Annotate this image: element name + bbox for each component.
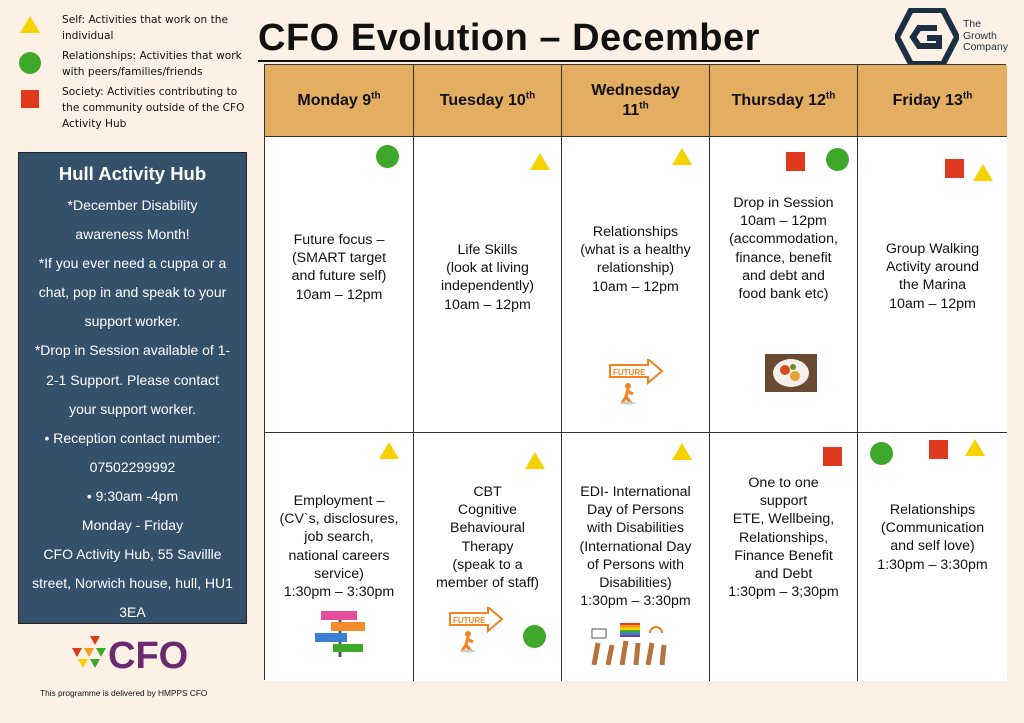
footer-note: This programme is delivered by HMPPS CFO	[40, 688, 208, 698]
afternoon-monday: Employment – (CV`s, disclosures, job sea…	[265, 433, 414, 681]
activity-text: Life Skills (look at living independentl…	[440, 242, 535, 313]
red-square-icon	[21, 90, 39, 108]
activity-text: Relationships (what is a healthy relatio…	[580, 224, 691, 295]
activity-text: Drop in Session 10am – 12pm (accommodati…	[729, 195, 838, 303]
activity-text: One to one support ETE, Wellbeing, Relat…	[728, 475, 839, 601]
legend-society-text: Society: Activities contributing to the …	[62, 86, 245, 130]
legend-self-text: Self: Activities that work on the indivi…	[62, 14, 229, 42]
day-name: Friday 13	[892, 91, 963, 109]
cfo-logo-text: CFO	[108, 635, 188, 674]
info-line: • Reception contact number:	[44, 429, 221, 446]
info-line: 3EA	[119, 604, 146, 621]
afternoon-tuesday: CBT Cognitive Behavioural Therapy (speak…	[414, 433, 562, 681]
red-square-icon	[823, 447, 842, 466]
afternoon-wednesday: EDI- International Day of Persons with D…	[562, 433, 710, 681]
legend-relationships-text: Relationships: Activities that work with…	[62, 50, 242, 78]
day-name: Thursday 12	[731, 91, 826, 109]
morning-monday: Future focus – (SMART target and future …	[265, 137, 414, 433]
future-sign-text: FUTURE	[453, 616, 486, 625]
info-line: *December Disability	[67, 197, 198, 213]
future-sign-icon: FUTURE	[449, 607, 504, 653]
yellow-triangle-icon	[379, 442, 399, 459]
activity-text: CBT Cognitive Behavioural Therapy (speak…	[435, 484, 540, 592]
info-line: your support worker.	[69, 400, 196, 417]
cfo-logo-icon: CFO	[72, 635, 188, 674]
red-square-icon	[929, 440, 948, 459]
info-line: • 9:30am -4pm	[86, 487, 179, 504]
yellow-triangle-icon	[525, 452, 545, 469]
activity-text: EDI- International Day of Persons with D…	[579, 484, 692, 610]
day-name: Monday 9	[297, 91, 372, 109]
info-line: support worker.	[84, 313, 181, 330]
day-name: Tuesday 10	[439, 91, 526, 109]
info-line: CFO Activity Hub, 55 Savillle	[43, 546, 222, 563]
activity-text: Group Walking Activity around the Marina…	[885, 241, 980, 312]
info-line: 07502299992	[89, 458, 176, 475]
activity-text: Future focus – (SMART target and future …	[291, 232, 387, 303]
day-header-friday: Friday 13th	[858, 65, 1007, 137]
timetable: Monday 9th Tuesday 10th Wednesday 11th T…	[264, 64, 1007, 681]
yellow-triangle-icon	[672, 443, 692, 460]
info-line: 2-1 Support. Please contact	[46, 371, 219, 388]
day-name: Wednesday 11	[591, 81, 680, 119]
yellow-triangle-icon	[20, 16, 40, 33]
day-header-thursday: Thursday 12th	[710, 65, 858, 137]
green-circle-icon	[19, 52, 41, 74]
afternoon-thursday: One to one support ETE, Wellbeing, Relat…	[710, 433, 858, 681]
yellow-triangle-icon	[530, 153, 550, 170]
info-line: awareness Month!	[75, 226, 190, 243]
info-heading: Hull Activity Hub	[58, 163, 207, 184]
brand-line-1: The	[963, 18, 982, 30]
growth-company-logo-text: The Growth Company	[963, 18, 1008, 54]
green-circle-icon	[376, 145, 399, 168]
info-line: *If you ever need a cuppa or a	[38, 255, 227, 272]
day-header-tuesday: Tuesday 10th	[414, 65, 562, 137]
legend-relationships: Relationships: Activities that work with…	[18, 48, 250, 80]
brand-line-2: Growth	[963, 29, 997, 42]
future-sign-text: FUTURE	[613, 368, 646, 377]
red-square-icon	[786, 152, 805, 171]
growth-company-logo-icon	[895, 8, 959, 66]
green-circle-icon	[826, 148, 849, 171]
day-header-monday: Monday 9th	[265, 65, 414, 137]
yellow-triangle-icon	[965, 439, 985, 456]
info-panel: Hull Activity Hub *December Disability a…	[18, 152, 247, 624]
page-title: CFO Evolution – December	[258, 16, 760, 62]
green-circle-icon	[870, 442, 893, 465]
day-header-wednesday: Wednesday 11th	[562, 65, 710, 137]
disability-day-rally-icon	[591, 623, 667, 665]
green-circle-icon	[523, 625, 546, 648]
info-line: chat, pop in and speak to your	[38, 284, 227, 301]
info-line: street, Norwich house, hull, HU1	[32, 575, 233, 592]
morning-wednesday: Relationships (what is a healthy relatio…	[562, 137, 710, 433]
legend-self: Self: Activities that work on the indivi…	[18, 12, 250, 44]
future-sign-icon: FUTURE	[609, 359, 664, 405]
yellow-triangle-icon	[672, 148, 692, 165]
morning-thursday: Drop in Session 10am – 12pm (accommodati…	[710, 137, 858, 433]
morning-tuesday: Life Skills (look at living independentl…	[414, 137, 562, 433]
red-square-icon	[945, 159, 964, 178]
activity-text: Employment – (CV`s, disclosures, job sea…	[279, 493, 399, 601]
yellow-triangle-icon	[973, 164, 993, 181]
day-suffix: th	[371, 90, 381, 102]
day-suffix: th	[962, 90, 973, 102]
legend-society: Society: Activities contributing to the …	[18, 84, 250, 132]
day-suffix: th	[825, 90, 836, 102]
day-suffix: th	[639, 100, 649, 112]
morning-friday: Group Walking Activity around the Marina…	[858, 137, 1007, 433]
legend: Self: Activities that work on the indivi…	[18, 12, 250, 136]
food-bank-photo-icon	[765, 354, 817, 392]
afternoon-friday: Relationships (Communication and self lo…	[858, 433, 1007, 681]
day-suffix: th	[525, 90, 536, 102]
activity-text: Relationships (Communication and self lo…	[877, 502, 988, 573]
info-line: *Drop in Session available of 1-	[34, 342, 231, 359]
info-line: Monday - Friday	[81, 517, 184, 534]
employment-signpost-icon	[315, 611, 365, 657]
brand-line-3: Company	[963, 41, 1008, 53]
